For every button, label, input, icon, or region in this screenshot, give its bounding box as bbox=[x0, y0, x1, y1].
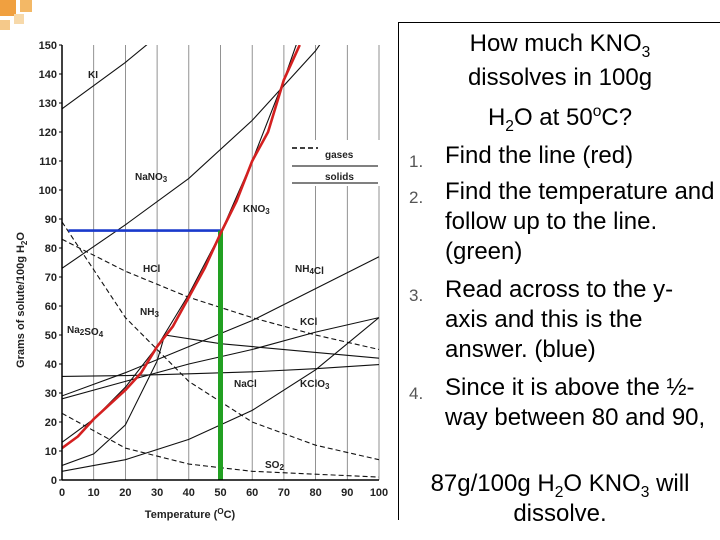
y-tick-label: 70 bbox=[45, 272, 57, 284]
y-tick-label: 150 bbox=[39, 40, 57, 52]
question-line-2: dissolves in 100g bbox=[467, 64, 653, 91]
chart-axes bbox=[61, 45, 379, 481]
chart-tick-labels: 0 10 20 30 40 50 60 70 80 90 100 0 10 20 30 40 50 60 70 80 9… bbox=[39, 40, 389, 499]
chart-legend: gases solids bbox=[290, 140, 380, 186]
x-axis-title: Temperature (OC) bbox=[145, 507, 236, 521]
series-label-nh4cl: NH4Cl bbox=[295, 264, 324, 277]
decor-square-orange-3 bbox=[0, 20, 10, 30]
series-label-ki: KI bbox=[88, 70, 98, 81]
traced-red-line bbox=[62, 45, 301, 450]
x-tick-label: 20 bbox=[119, 487, 131, 499]
series-label-kclo3: KClO3 bbox=[300, 379, 330, 391]
y-tick-label: 40 bbox=[45, 359, 57, 371]
y-axis-title: Grams of solute/100g H2O bbox=[15, 232, 29, 368]
step-number: 3. bbox=[409, 286, 424, 305]
y-tick-label: 140 bbox=[39, 69, 57, 81]
x-tick-label: 0 bbox=[59, 487, 65, 499]
y-tick-label: 60 bbox=[45, 301, 57, 313]
y-tick-label: 30 bbox=[45, 388, 57, 400]
x-tick-label: 70 bbox=[278, 487, 290, 499]
y-tick-label: 0 bbox=[51, 475, 57, 487]
step-text: Find the temperature and follow up to th… bbox=[445, 178, 715, 265]
y-tick-label: 110 bbox=[39, 156, 57, 168]
step-number: 1. bbox=[409, 152, 424, 171]
step-number: 2. bbox=[409, 188, 424, 207]
step-number: 4. bbox=[409, 384, 424, 403]
x-tick-label: 60 bbox=[246, 487, 258, 499]
series-line-ki bbox=[62, 45, 148, 110]
chart-traced-lines bbox=[62, 45, 301, 480]
series-label-hcl: HCl bbox=[143, 264, 160, 275]
step-text: Find the line (red) bbox=[445, 142, 634, 169]
y-tick-label: 120 bbox=[39, 127, 57, 139]
y-tick-label: 90 bbox=[45, 214, 57, 226]
y-tick-label: 10 bbox=[45, 446, 57, 458]
series-label-na2so4: Na2SO4 bbox=[67, 325, 104, 339]
legend-gases-label: gases bbox=[325, 150, 354, 161]
step-text: Since it is above the ½-way between 80 a… bbox=[445, 374, 706, 431]
question-line-1: How much KNO3 bbox=[469, 30, 651, 61]
decor-square-orange-2 bbox=[20, 0, 32, 12]
y-tick-label: 50 bbox=[45, 330, 57, 342]
solubility-chart: 0 10 20 30 40 50 60 70 80 90 100 0 10 20 30 40 50 60 70 80 9… bbox=[15, 40, 389, 521]
chart-series-labels: KI NaNO3 KNO3 NH4Cl KCl NaCl KClO3 HCl NH3 SO2 Na2… bbox=[67, 70, 330, 472]
series-line-nano3 bbox=[62, 45, 321, 269]
decor-square-orange-4 bbox=[14, 14, 24, 24]
x-tick-label: 100 bbox=[370, 487, 388, 499]
series-label-kcl: KCl bbox=[300, 317, 317, 328]
step-text: Read across to the y-axis and this is th… bbox=[445, 276, 674, 363]
x-tick-label: 50 bbox=[214, 487, 226, 499]
series-line-na2so4 bbox=[62, 334, 379, 467]
y-tick-label: 130 bbox=[39, 98, 57, 110]
series-label-nano3: NaNO3 bbox=[135, 172, 168, 184]
explanation-panel: How much KNO3 dissolves in 100g H2O at 5… bbox=[398, 22, 720, 527]
series-label-kno3: KNO3 bbox=[243, 204, 270, 216]
series-label-so2: SO2 bbox=[265, 460, 284, 472]
y-tick-label: 20 bbox=[45, 417, 57, 429]
x-tick-label: 30 bbox=[151, 487, 163, 499]
x-tick-label: 90 bbox=[341, 487, 353, 499]
legend-solids-label: solids bbox=[325, 172, 354, 183]
x-tick-label: 80 bbox=[309, 487, 321, 499]
series-label-nh3: NH3 bbox=[140, 307, 159, 319]
decor-square-orange-1 bbox=[0, 0, 16, 16]
conclusion: 87g/100g H2O KNO3 will dissolve. bbox=[430, 470, 690, 527]
y-tick-label: 100 bbox=[39, 185, 57, 197]
chart-grid bbox=[93, 45, 380, 480]
question-line-3: H2O at 50oC? bbox=[487, 103, 633, 135]
series-label-nacl: NaCl bbox=[234, 379, 257, 390]
x-tick-label: 10 bbox=[88, 487, 100, 499]
x-tick-label: 40 bbox=[183, 487, 195, 499]
y-tick-label: 80 bbox=[45, 243, 57, 255]
